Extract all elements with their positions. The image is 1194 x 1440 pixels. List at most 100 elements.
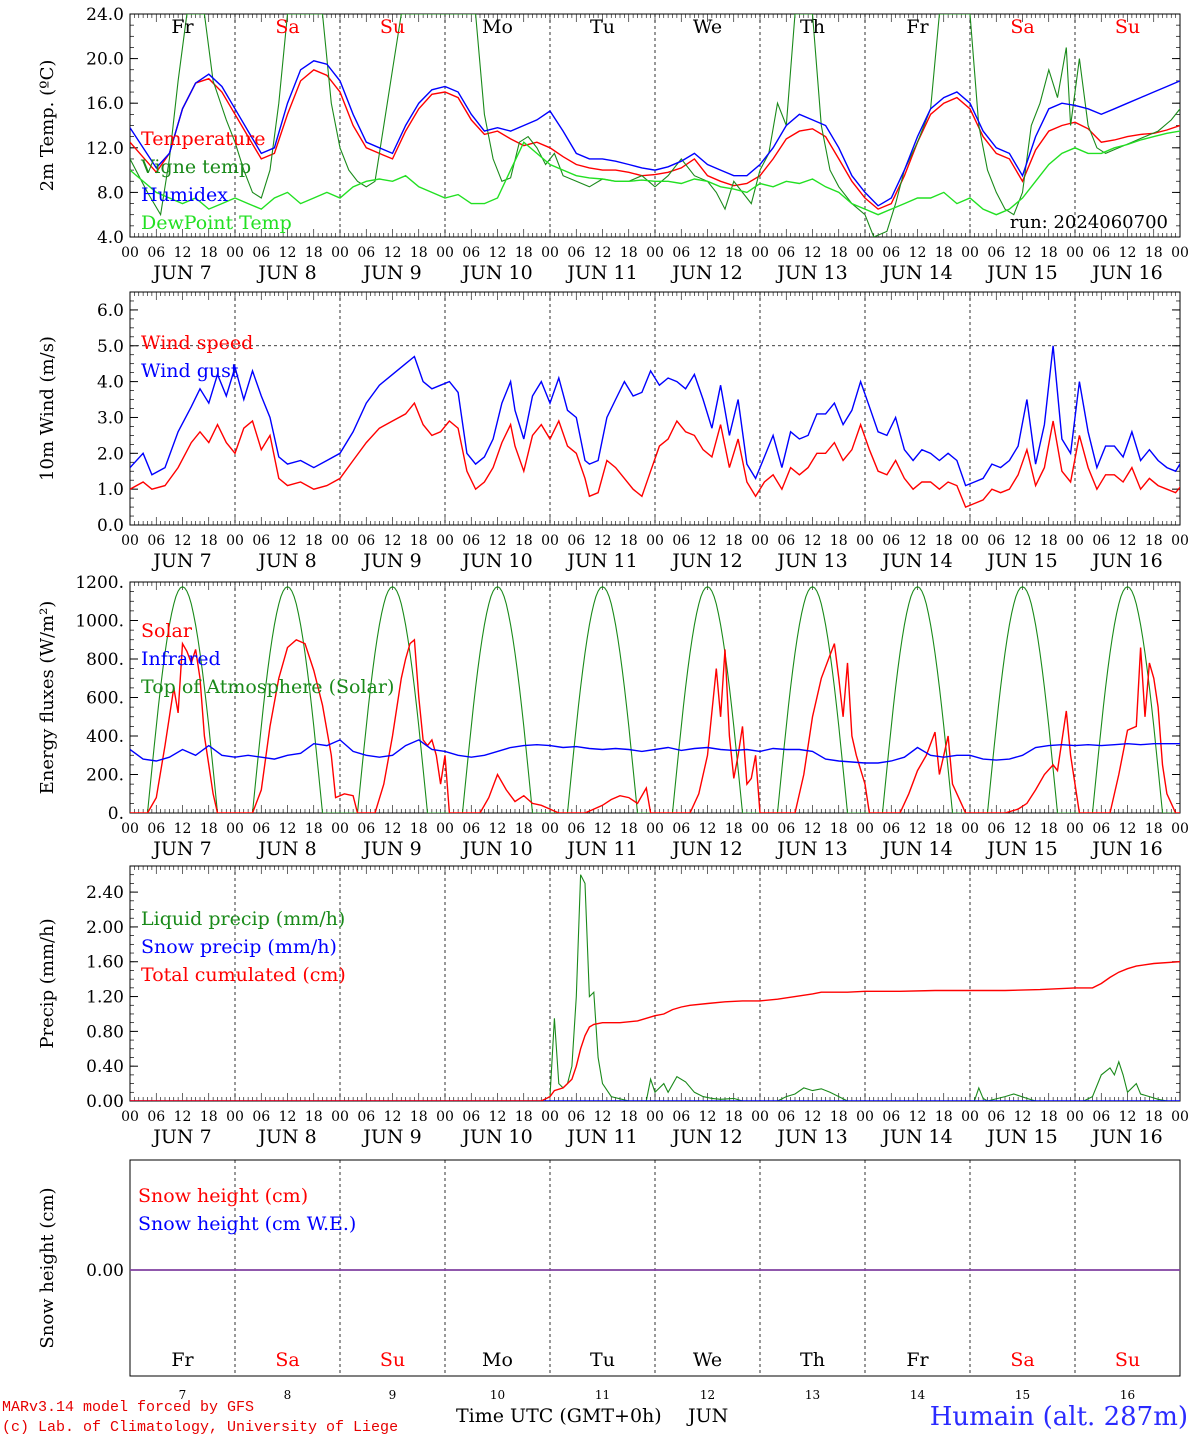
series-liquid-precip-mm-h- (130, 874, 1180, 1101)
hour-label: 18 (410, 245, 428, 261)
hour-label: 06 (672, 533, 690, 549)
hour-label: 06 (1092, 1109, 1110, 1125)
hour-label: 00 (646, 245, 664, 261)
y-axis-title: 10m Wind (m/s) (37, 336, 58, 481)
day-label: JUN 7 (151, 262, 211, 284)
legend-entry: Infrared (141, 648, 221, 670)
hour-label: 12 (594, 533, 612, 549)
hour-label: 00 (1066, 821, 1084, 837)
day-label: JUN 12 (670, 262, 742, 284)
hour-label: 06 (987, 821, 1005, 837)
y-tick-label: 0.00 (86, 1261, 124, 1281)
hour-label: 06 (987, 1109, 1005, 1125)
hour-label: 00 (226, 1109, 244, 1125)
series-total-cumulated-cm- (130, 961, 1180, 1101)
hour-label: 00 (541, 245, 559, 261)
energy-panel: 0. 200. 400. 600. 800. 1000. 1200. Energy fluxe… (37, 573, 1189, 860)
y-tick-label: 1.20 (86, 988, 124, 1008)
hour-label: 12 (594, 245, 612, 261)
hour-label: 12 (699, 1109, 717, 1125)
day-label: JUN 10 (460, 262, 532, 284)
hour-label: 06 (357, 533, 375, 549)
hour-label: 06 (357, 1109, 375, 1125)
day-label: JUN 16 (1090, 262, 1162, 284)
weekday-label: Su (380, 1349, 405, 1371)
hour-label: 00 (646, 821, 664, 837)
hour-label: 06 (462, 245, 480, 261)
hour-label: 18 (305, 533, 323, 549)
weekday-label: Su (1115, 1349, 1140, 1371)
hour-label: 18 (305, 1109, 323, 1125)
hour-label: 12 (909, 1109, 927, 1125)
legend-entry: Vigne temp (140, 156, 251, 178)
hour-label: 06 (357, 245, 375, 261)
day-label: JUN 11 (565, 262, 637, 284)
precip-panel: 0.00 0.40 0.80 1.20 1.60 2.00 2.40 Precip (mm/h… (37, 865, 1189, 1148)
weekday-label: We (693, 1349, 722, 1371)
hour-label: 06 (252, 821, 270, 837)
weekday-label: Fr (906, 16, 929, 38)
day-label: JUN 9 (361, 838, 421, 860)
hour-label: 12 (699, 245, 717, 261)
hour-label: 12 (804, 245, 822, 261)
day-number: 14 (910, 1388, 926, 1402)
hour-label: 00 (331, 821, 349, 837)
legend-entry: DewPoint Temp (141, 212, 292, 234)
day-label: JUN 13 (775, 1126, 847, 1148)
hour-label: 00 (541, 821, 559, 837)
run-label: run: 2024060700 (1010, 212, 1168, 233)
hour-label: 00 (856, 533, 874, 549)
day-label: JUN 11 (565, 550, 637, 572)
hour-label: 18 (725, 1109, 743, 1125)
weekday-label: Mo (482, 1349, 513, 1371)
hour-label: 12 (594, 1109, 612, 1125)
hour-label: 18 (200, 533, 218, 549)
day-number: 8 (284, 1388, 292, 1402)
hour-label: 00 (1066, 245, 1084, 261)
hour-label: 18 (935, 245, 953, 261)
y-tick-label: 12.0 (86, 139, 124, 159)
hour-label: 18 (1040, 245, 1058, 261)
y-tick-label: 3.0 (97, 408, 124, 428)
hour-label: 12 (489, 1109, 507, 1125)
hour-label: 12 (489, 245, 507, 261)
weekday-label: We (693, 16, 722, 38)
hour-label: 12 (1119, 821, 1137, 837)
hour-label: 12 (174, 533, 192, 549)
hour-label: 00 (1171, 533, 1189, 549)
hour-label: 12 (1014, 1109, 1032, 1125)
hour-label: 06 (882, 821, 900, 837)
weekday-label: Sa (275, 16, 299, 38)
y-axis-title: Precip (mm/h) (37, 918, 58, 1048)
y-tick-label: 0.40 (86, 1057, 124, 1077)
hour-label: 18 (1040, 1109, 1058, 1125)
time-axis-label: Time UTC (GMT+0h) (456, 1405, 662, 1427)
day-label: JUN 12 (670, 1126, 742, 1148)
hour-label: 12 (384, 245, 402, 261)
y-tick-label: 20.0 (86, 50, 124, 70)
day-label: JUN 8 (256, 838, 316, 860)
hour-label: 12 (1014, 821, 1032, 837)
day-label: JUN 9 (361, 550, 421, 572)
legend-entry: Snow height (cm W.E.) (138, 1213, 356, 1235)
legend-entry: Total cumulated (cm) (141, 964, 346, 986)
hour-label: 12 (909, 821, 927, 837)
day-number: 15 (1015, 1388, 1030, 1402)
y-axis-title: Energy fluxes (W/m²) (37, 601, 58, 795)
hour-label: 06 (462, 821, 480, 837)
hour-label: 06 (882, 245, 900, 261)
hour-label: 12 (804, 821, 822, 837)
hour-label: 18 (725, 245, 743, 261)
hour-label: 00 (331, 533, 349, 549)
hour-label: 18 (620, 245, 638, 261)
series-humidex (130, 60, 1180, 207)
day-label: JUN 13 (775, 550, 847, 572)
legend-entry: Temperature (141, 128, 265, 150)
hour-label: 06 (147, 533, 165, 549)
hour-label: 18 (935, 533, 953, 549)
hour-label: 00 (1171, 1109, 1189, 1125)
day-label: JUN 14 (880, 1126, 952, 1148)
day-number: 12 (700, 1388, 715, 1402)
hour-label: 18 (1145, 245, 1163, 261)
day-label: JUN 13 (775, 262, 847, 284)
